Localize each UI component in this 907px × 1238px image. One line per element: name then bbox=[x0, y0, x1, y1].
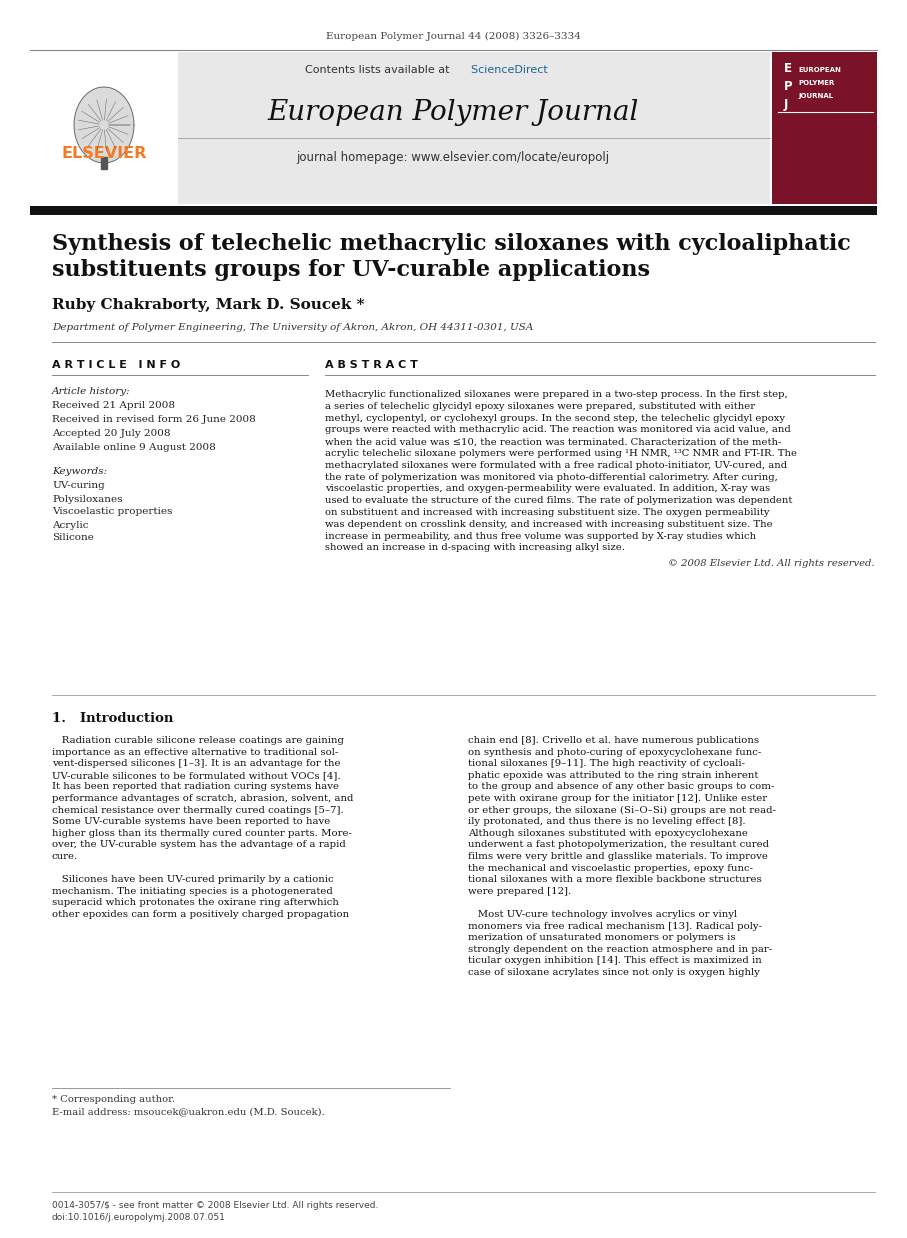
Text: when the acid value was ≤10, the reaction was terminated. Characterization of th: when the acid value was ≤10, the reactio… bbox=[325, 437, 781, 446]
Text: UV-curing: UV-curing bbox=[52, 482, 104, 490]
Text: chemical resistance over thermally cured coatings [5–7].: chemical resistance over thermally cured… bbox=[52, 806, 344, 815]
Text: the rate of polymerization was monitored via photo-differential calorimetry. Aft: the rate of polymerization was monitored… bbox=[325, 473, 778, 482]
Text: underwent a fast photopolymerization, the resultant cured: underwent a fast photopolymerization, th… bbox=[468, 841, 769, 849]
Text: Department of Polymer Engineering, The University of Akron, Akron, OH 44311-0301: Department of Polymer Engineering, The U… bbox=[52, 323, 533, 332]
Text: tional siloxanes [9–11]. The high reactivity of cycloali-: tional siloxanes [9–11]. The high reacti… bbox=[468, 759, 745, 769]
Text: Received 21 April 2008: Received 21 April 2008 bbox=[52, 401, 175, 411]
Text: tional siloxanes with a more flexible backbone structures: tional siloxanes with a more flexible ba… bbox=[468, 875, 762, 884]
Text: journal homepage: www.elsevier.com/locate/europolj: journal homepage: www.elsevier.com/locat… bbox=[297, 151, 610, 165]
Text: It has been reported that radiation curing systems have: It has been reported that radiation curi… bbox=[52, 782, 339, 791]
Text: viscoelastic properties, and oxygen-permeability were evaluated. In addition, X-: viscoelastic properties, and oxygen-perm… bbox=[325, 484, 770, 494]
Text: ticular oxygen inhibition [14]. This effect is maximized in: ticular oxygen inhibition [14]. This eff… bbox=[468, 957, 762, 966]
Text: * Corresponding author.: * Corresponding author. bbox=[52, 1096, 175, 1104]
FancyBboxPatch shape bbox=[30, 52, 770, 204]
Text: performance advantages of scratch, abrasion, solvent, and: performance advantages of scratch, abras… bbox=[52, 794, 354, 803]
Text: over, the UV-curable system has the advantage of a rapid: over, the UV-curable system has the adva… bbox=[52, 841, 346, 849]
Text: Ruby Chakraborty, Mark D. Soucek *: Ruby Chakraborty, Mark D. Soucek * bbox=[52, 298, 365, 312]
Text: Radiation curable silicone release coatings are gaining: Radiation curable silicone release coati… bbox=[52, 737, 344, 745]
Text: European Polymer Journal 44 (2008) 3326–3334: European Polymer Journal 44 (2008) 3326–… bbox=[326, 31, 580, 41]
Text: E: E bbox=[784, 62, 792, 76]
Bar bbox=[101, 157, 107, 170]
Text: UV-curable silicones to be formulated without VOCs [4].: UV-curable silicones to be formulated wi… bbox=[52, 771, 341, 780]
Text: Some UV-curable systems have been reported to have: Some UV-curable systems have been report… bbox=[52, 817, 330, 826]
Text: 0014-3057/$ - see front matter © 2008 Elsevier Ltd. All rights reserved.: 0014-3057/$ - see front matter © 2008 El… bbox=[52, 1201, 378, 1210]
Text: A R T I C L E   I N F O: A R T I C L E I N F O bbox=[52, 360, 180, 370]
Text: merization of unsaturated monomers or polymers is: merization of unsaturated monomers or po… bbox=[468, 933, 736, 942]
Text: J: J bbox=[784, 98, 788, 111]
Text: JOURNAL: JOURNAL bbox=[798, 93, 834, 99]
Text: Silicone: Silicone bbox=[52, 534, 94, 542]
Text: vent-dispersed silicones [1–3]. It is an advantage for the: vent-dispersed silicones [1–3]. It is an… bbox=[52, 759, 340, 769]
Text: European Polymer Journal: European Polymer Journal bbox=[268, 99, 639, 126]
Text: POLYMER: POLYMER bbox=[798, 80, 834, 85]
Text: Article history:: Article history: bbox=[52, 387, 131, 396]
Text: on synthesis and photo-curing of epoxycyclohexane func-: on synthesis and photo-curing of epoxycy… bbox=[468, 748, 761, 756]
Text: EUROPEAN: EUROPEAN bbox=[798, 67, 841, 73]
Text: ily protonated, and thus there is no leveling effect [8].: ily protonated, and thus there is no lev… bbox=[468, 817, 746, 826]
Text: Contents lists available at: Contents lists available at bbox=[305, 66, 453, 76]
Text: mechanism. The initiating species is a photogenerated: mechanism. The initiating species is a p… bbox=[52, 886, 333, 896]
Text: doi:10.1016/j.europolymj.2008.07.051: doi:10.1016/j.europolymj.2008.07.051 bbox=[52, 1212, 226, 1222]
Text: Viscoelastic properties: Viscoelastic properties bbox=[52, 508, 172, 516]
Text: higher gloss than its thermally cured counter parts. More-: higher gloss than its thermally cured co… bbox=[52, 828, 352, 838]
Text: P: P bbox=[784, 80, 793, 93]
Text: were prepared [12].: were prepared [12]. bbox=[468, 886, 571, 896]
Text: cure.: cure. bbox=[52, 852, 78, 860]
Text: on substituent and increased with increasing substituent size. The oxygen permea: on substituent and increased with increa… bbox=[325, 508, 769, 517]
Text: Available online 9 August 2008: Available online 9 August 2008 bbox=[52, 443, 216, 453]
Text: pete with oxirane group for the initiator [12]. Unlike ester: pete with oxirane group for the initiato… bbox=[468, 794, 767, 803]
Text: showed an increase in d-spacing with increasing alkyl size.: showed an increase in d-spacing with inc… bbox=[325, 543, 625, 552]
Text: Polysiloxanes: Polysiloxanes bbox=[52, 494, 122, 504]
FancyBboxPatch shape bbox=[772, 52, 877, 204]
Text: © 2008 Elsevier Ltd. All rights reserved.: © 2008 Elsevier Ltd. All rights reserved… bbox=[668, 558, 875, 568]
Text: strongly dependent on the reaction atmosphere and in par-: strongly dependent on the reaction atmos… bbox=[468, 945, 772, 953]
Text: ScienceDirect: ScienceDirect bbox=[358, 66, 548, 76]
Text: A B S T R A C T: A B S T R A C T bbox=[325, 360, 418, 370]
Text: or ether groups, the siloxane (Si–O–Si) groups are not read-: or ether groups, the siloxane (Si–O–Si) … bbox=[468, 806, 775, 815]
Text: case of siloxane acrylates since not only is oxygen highly: case of siloxane acrylates since not onl… bbox=[468, 968, 760, 977]
Text: chain end [8]. Crivello et al. have numerous publications: chain end [8]. Crivello et al. have nume… bbox=[468, 737, 759, 745]
Text: methyl, cyclopentyl, or cyclohexyl groups. In the second step, the telechelic gl: methyl, cyclopentyl, or cyclohexyl group… bbox=[325, 413, 785, 422]
Text: Received in revised form 26 June 2008: Received in revised form 26 June 2008 bbox=[52, 416, 256, 425]
Text: other epoxides can form a positively charged propagation: other epoxides can form a positively cha… bbox=[52, 910, 349, 919]
Text: phatic epoxide was attributed to the ring strain inherent: phatic epoxide was attributed to the rin… bbox=[468, 771, 758, 780]
Text: Synthesis of telechelic methacrylic siloxanes with cycloaliphatic: Synthesis of telechelic methacrylic silo… bbox=[52, 233, 851, 255]
Text: Most UV-cure technology involves acrylics or vinyl: Most UV-cure technology involves acrylic… bbox=[468, 910, 737, 919]
Text: Silicones have been UV-cured primarily by a cationic: Silicones have been UV-cured primarily b… bbox=[52, 875, 334, 884]
Text: superacid which protonates the oxirane ring afterwhich: superacid which protonates the oxirane r… bbox=[52, 899, 339, 907]
Text: methacrylated siloxanes were formulated with a free radical photo-initiator, UV-: methacrylated siloxanes were formulated … bbox=[325, 461, 787, 469]
Text: Accepted 20 July 2008: Accepted 20 July 2008 bbox=[52, 430, 171, 438]
FancyBboxPatch shape bbox=[30, 206, 877, 215]
Text: substituents groups for UV-curable applications: substituents groups for UV-curable appli… bbox=[52, 259, 650, 281]
FancyBboxPatch shape bbox=[30, 52, 178, 204]
Text: increase in permeability, and thus free volume was supported by X-ray studies wh: increase in permeability, and thus free … bbox=[325, 531, 756, 541]
Text: the mechanical and viscoelastic properties, epoxy func-: the mechanical and viscoelastic properti… bbox=[468, 864, 753, 873]
Text: a series of telechelic glycidyl epoxy siloxanes were prepared, substituted with : a series of telechelic glycidyl epoxy si… bbox=[325, 402, 756, 411]
Text: acrylic telechelic siloxane polymers were performed using ¹H NMR, ¹³C NMR and FT: acrylic telechelic siloxane polymers wer… bbox=[325, 449, 797, 458]
Text: groups were reacted with methacrylic acid. The reaction was monitored via acid v: groups were reacted with methacrylic aci… bbox=[325, 426, 791, 435]
Text: 1.   Introduction: 1. Introduction bbox=[52, 712, 173, 724]
Text: Methacrylic functionalized siloxanes were prepared in a two-step process. In the: Methacrylic functionalized siloxanes wer… bbox=[325, 390, 788, 399]
Text: Acrylic: Acrylic bbox=[52, 520, 89, 530]
Polygon shape bbox=[74, 87, 134, 163]
Text: was dependent on crosslink density, and increased with increasing substituent si: was dependent on crosslink density, and … bbox=[325, 520, 773, 529]
Text: E-mail address: msoucek@uakron.edu (M.D. Soucek).: E-mail address: msoucek@uakron.edu (M.D.… bbox=[52, 1108, 325, 1117]
Text: Keywords:: Keywords: bbox=[52, 468, 107, 477]
Text: films were very brittle and glasslike materials. To improve: films were very brittle and glasslike ma… bbox=[468, 852, 768, 860]
Text: ELSEVIER: ELSEVIER bbox=[62, 146, 147, 161]
Text: to the group and absence of any other basic groups to com-: to the group and absence of any other ba… bbox=[468, 782, 775, 791]
Text: used to evaluate the structure of the cured films. The rate of polymerization wa: used to evaluate the structure of the cu… bbox=[325, 496, 793, 505]
Text: monomers via free radical mechanism [13]. Radical poly-: monomers via free radical mechanism [13]… bbox=[468, 921, 762, 931]
Text: Although siloxanes substituted with epoxycyclohexane: Although siloxanes substituted with epox… bbox=[468, 828, 748, 838]
Text: importance as an effective alternative to traditional sol-: importance as an effective alternative t… bbox=[52, 748, 338, 756]
